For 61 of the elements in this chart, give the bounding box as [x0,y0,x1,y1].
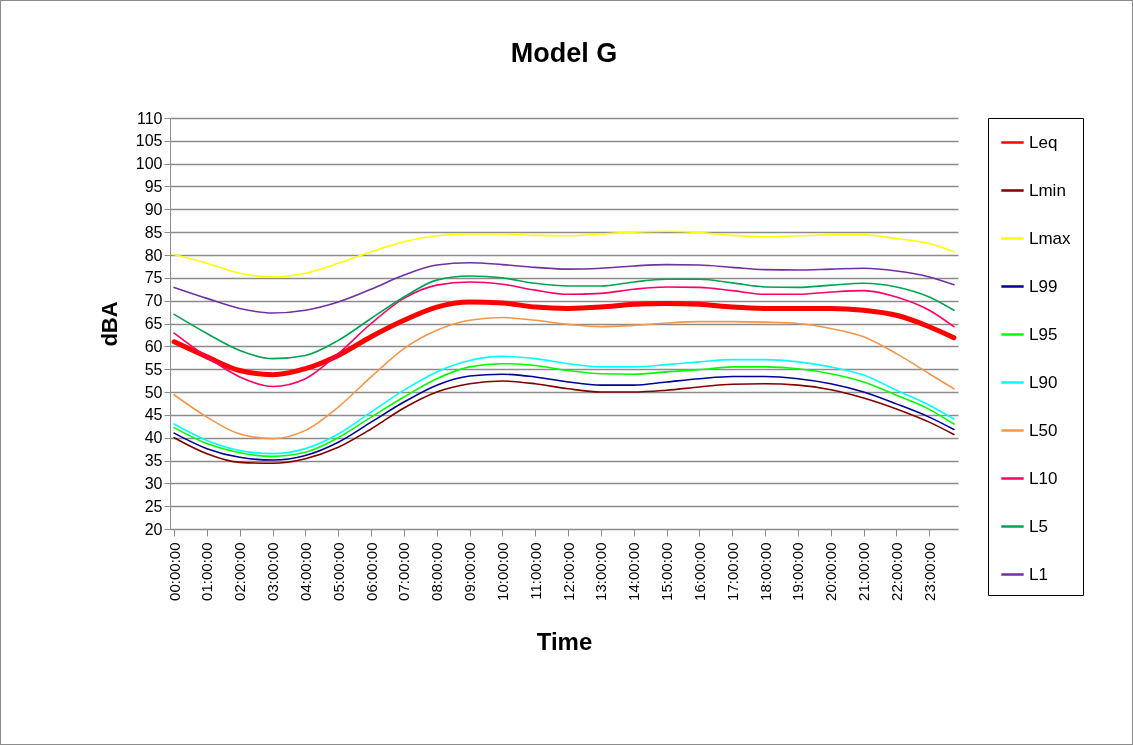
y-tick-label: 100 [135,155,163,173]
legend-label: L90 [1029,372,1058,392]
x-tick-label: 02:00:00 [231,542,249,601]
x-tick-label: 14:00:00 [625,542,643,601]
x-tick-label: 16:00:00 [690,542,708,601]
y-tick-label: 90 [144,200,163,218]
y-tick-label: 20 [144,520,163,538]
line-series [173,261,955,314]
x-tick-label: 11:00:00 [526,542,544,600]
chart-title: Model G [510,38,618,68]
legend-label: L50 [1029,420,1058,440]
x-tick-label: 08:00:00 [428,542,446,601]
legend-label: L95 [1029,324,1058,344]
legend-label: Leq [1029,132,1058,152]
x-tick-label: 03:00:00 [264,542,282,601]
y-tick-label: 75 [144,269,163,287]
x-tick-label: 22:00:00 [887,542,905,601]
y-tick-label: 40 [144,429,163,447]
y-tick-label: 45 [144,406,163,424]
x-tick-label: 23:00:00 [920,542,938,601]
y-tick-label: 80 [144,246,163,264]
y-tick-label: 70 [144,292,163,310]
legend-label: L5 [1029,516,1048,536]
legend-label: L99 [1029,276,1058,296]
x-tick-label: 19:00:00 [789,542,807,601]
x-tick-label: 04:00:00 [296,542,314,601]
y-tick-label: 30 [144,474,163,492]
x-tick-label: 05:00:00 [329,542,347,601]
y-tick-label: 65 [144,315,163,332]
x-tick-label: 09:00:00 [461,542,479,601]
line-series [173,230,955,278]
x-tick-label: 12:00:00 [559,542,577,601]
x-tick-label: 15:00:00 [658,542,676,601]
x-tick-label: 01:00:00 [198,542,216,601]
x-tick-label: 18:00:00 [756,542,774,601]
y-tick-label: 105 [135,132,163,150]
legend-label: Lmax [1029,228,1072,248]
y-tick-label: 25 [144,497,163,515]
x-tick-label: 06:00:00 [362,542,380,601]
x-tick-label: 20:00:00 [822,542,840,601]
y-tick-label: 110 [136,109,163,127]
y-tick-label: 55 [144,360,163,378]
x-tick-label: 00:00:00 [165,542,183,601]
legend-label: Lmin [1029,180,1066,200]
x-tick-label: 21:00:00 [855,542,873,601]
line-series [173,281,955,388]
y-tick-label: 85 [144,223,163,241]
y-tick-label: 50 [144,383,163,401]
legend-label: L10 [1029,468,1058,488]
line-series [173,275,955,360]
y-tick-label: 35 [144,452,163,469]
line-series [173,316,955,440]
y-axis-title: dBA [96,301,122,347]
x-tick-label: 13:00:00 [592,542,610,601]
legend-label: L1 [1029,564,1048,584]
x-tick-label: 07:00:00 [395,542,413,601]
y-tick-label: 60 [144,337,163,355]
y-tick-label: 95 [144,178,163,195]
x-axis-title: Time [536,627,593,655]
x-tick-label: 10:00:00 [493,542,511,601]
x-tick-label: 17:00:00 [723,542,741,601]
